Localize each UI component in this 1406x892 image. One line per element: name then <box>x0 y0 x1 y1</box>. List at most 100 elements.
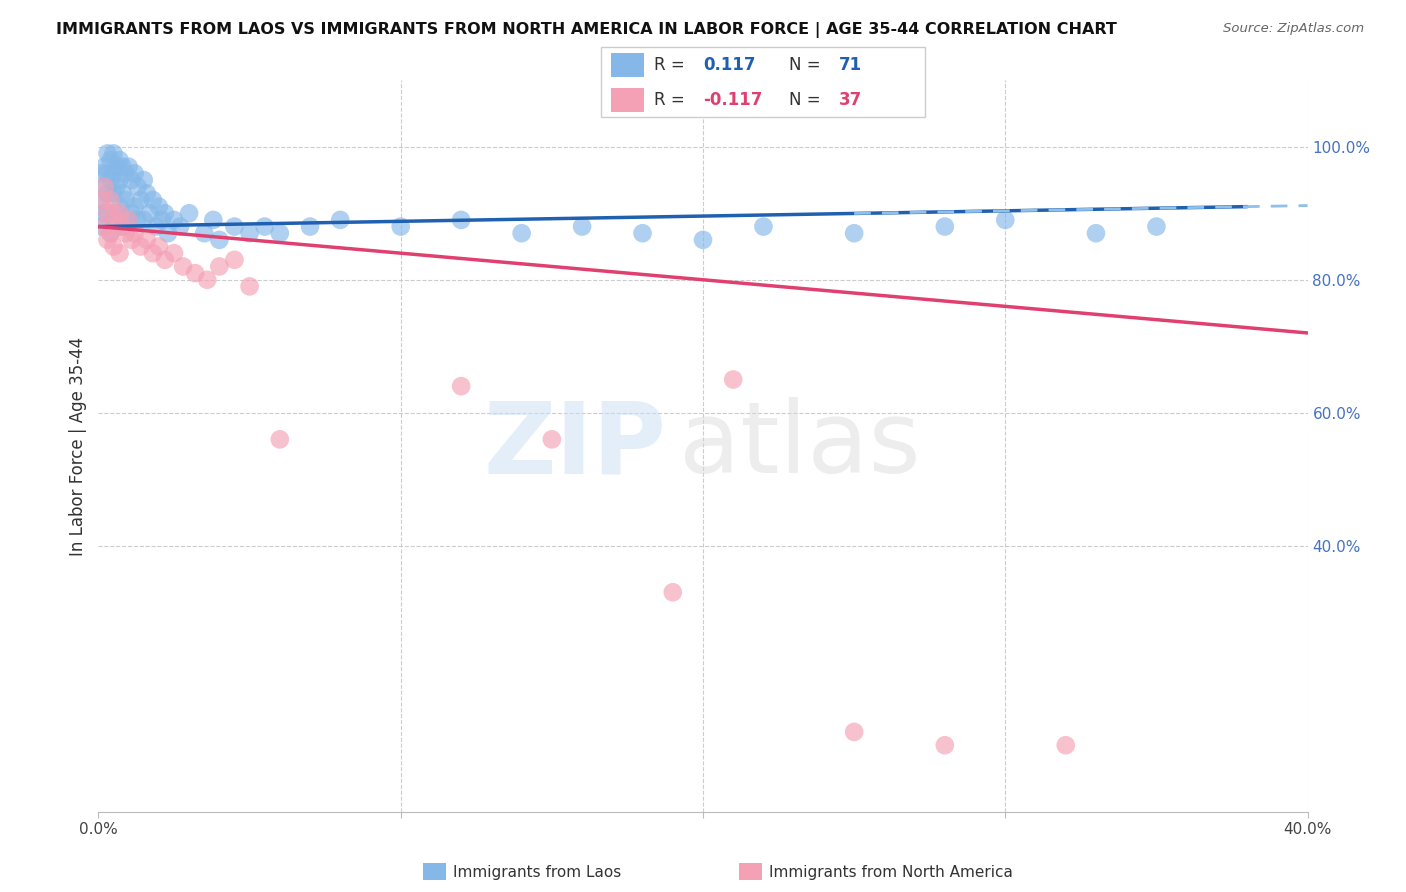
Point <box>127 179 149 194</box>
Point <box>105 219 128 234</box>
Text: Immigrants from North America: Immigrants from North America <box>769 865 1012 880</box>
Point <box>103 146 125 161</box>
Point <box>450 379 472 393</box>
Point <box>103 166 125 180</box>
Point <box>93 179 115 194</box>
Point <box>100 226 122 240</box>
Point <box>93 160 115 174</box>
Point <box>132 213 155 227</box>
Point <box>139 206 162 220</box>
FancyBboxPatch shape <box>610 87 644 112</box>
Point <box>93 206 115 220</box>
Y-axis label: In Labor Force | Age 35-44: In Labor Force | Age 35-44 <box>69 336 87 556</box>
Point <box>224 219 246 234</box>
Point <box>118 213 141 227</box>
Text: N =: N = <box>789 91 821 109</box>
Point <box>142 246 165 260</box>
Text: N =: N = <box>789 56 821 74</box>
Text: IMMIGRANTS FROM LAOS VS IMMIGRANTS FROM NORTH AMERICA IN LABOR FORCE | AGE 35-44: IMMIGRANTS FROM LAOS VS IMMIGRANTS FROM … <box>56 22 1118 38</box>
Point <box>124 166 146 180</box>
Point <box>202 213 225 227</box>
Point <box>163 246 186 260</box>
Point <box>844 725 866 739</box>
Point <box>540 433 562 447</box>
Point <box>169 219 191 234</box>
Point <box>994 213 1017 227</box>
Text: atlas: atlas <box>679 398 921 494</box>
Point <box>844 226 866 240</box>
Point <box>121 233 143 247</box>
Point <box>111 186 134 201</box>
Point <box>723 372 745 386</box>
Point <box>934 219 956 234</box>
Point <box>108 173 131 187</box>
Point <box>127 213 149 227</box>
Point <box>96 146 118 161</box>
Point <box>193 226 215 240</box>
Point <box>208 260 231 274</box>
Point <box>1085 226 1108 240</box>
Point <box>172 260 194 274</box>
Point <box>105 160 128 174</box>
Point <box>163 213 186 227</box>
Text: -0.117: -0.117 <box>703 91 762 109</box>
Point <box>299 219 322 234</box>
Point <box>108 206 131 220</box>
Point <box>90 166 112 180</box>
Text: 0.117: 0.117 <box>703 56 756 74</box>
Point <box>103 186 125 201</box>
Point <box>118 160 141 174</box>
Point <box>108 153 131 167</box>
FancyBboxPatch shape <box>610 53 644 78</box>
Point <box>111 160 134 174</box>
Point <box>114 193 136 207</box>
Point <box>114 226 136 240</box>
Point <box>114 166 136 180</box>
Point <box>934 738 956 752</box>
Point <box>90 193 112 207</box>
Point <box>96 206 118 220</box>
Point <box>90 219 112 234</box>
Point <box>179 206 201 220</box>
Point <box>1054 738 1077 752</box>
Point <box>96 206 118 220</box>
Point <box>239 279 262 293</box>
Text: R =: R = <box>654 91 685 109</box>
Point <box>93 219 115 234</box>
Point <box>124 226 146 240</box>
Point <box>142 193 165 207</box>
Point <box>105 179 128 194</box>
Point <box>752 219 775 234</box>
Point <box>100 193 122 207</box>
Point <box>100 226 122 240</box>
Point <box>129 239 152 253</box>
Point <box>239 226 262 240</box>
Point <box>96 233 118 247</box>
Point <box>100 173 122 187</box>
Text: Source: ZipAtlas.com: Source: ZipAtlas.com <box>1223 22 1364 36</box>
Point <box>103 206 125 220</box>
Point <box>105 206 128 220</box>
Point <box>135 233 157 247</box>
Point <box>103 213 125 227</box>
Point <box>389 219 412 234</box>
Point <box>184 266 207 280</box>
Text: Immigrants from Laos: Immigrants from Laos <box>453 865 621 880</box>
FancyBboxPatch shape <box>600 47 925 118</box>
Point <box>111 219 134 234</box>
Point <box>148 200 170 214</box>
Point <box>150 213 173 227</box>
Point <box>90 193 112 207</box>
Point <box>329 213 352 227</box>
Point <box>450 213 472 227</box>
Point <box>132 173 155 187</box>
Point <box>93 179 115 194</box>
Point <box>145 219 167 234</box>
Point <box>156 226 179 240</box>
Point <box>111 219 134 234</box>
Text: 71: 71 <box>839 56 862 74</box>
Point <box>96 166 118 180</box>
Text: 37: 37 <box>839 91 862 109</box>
Point <box>510 226 533 240</box>
Point <box>153 206 176 220</box>
